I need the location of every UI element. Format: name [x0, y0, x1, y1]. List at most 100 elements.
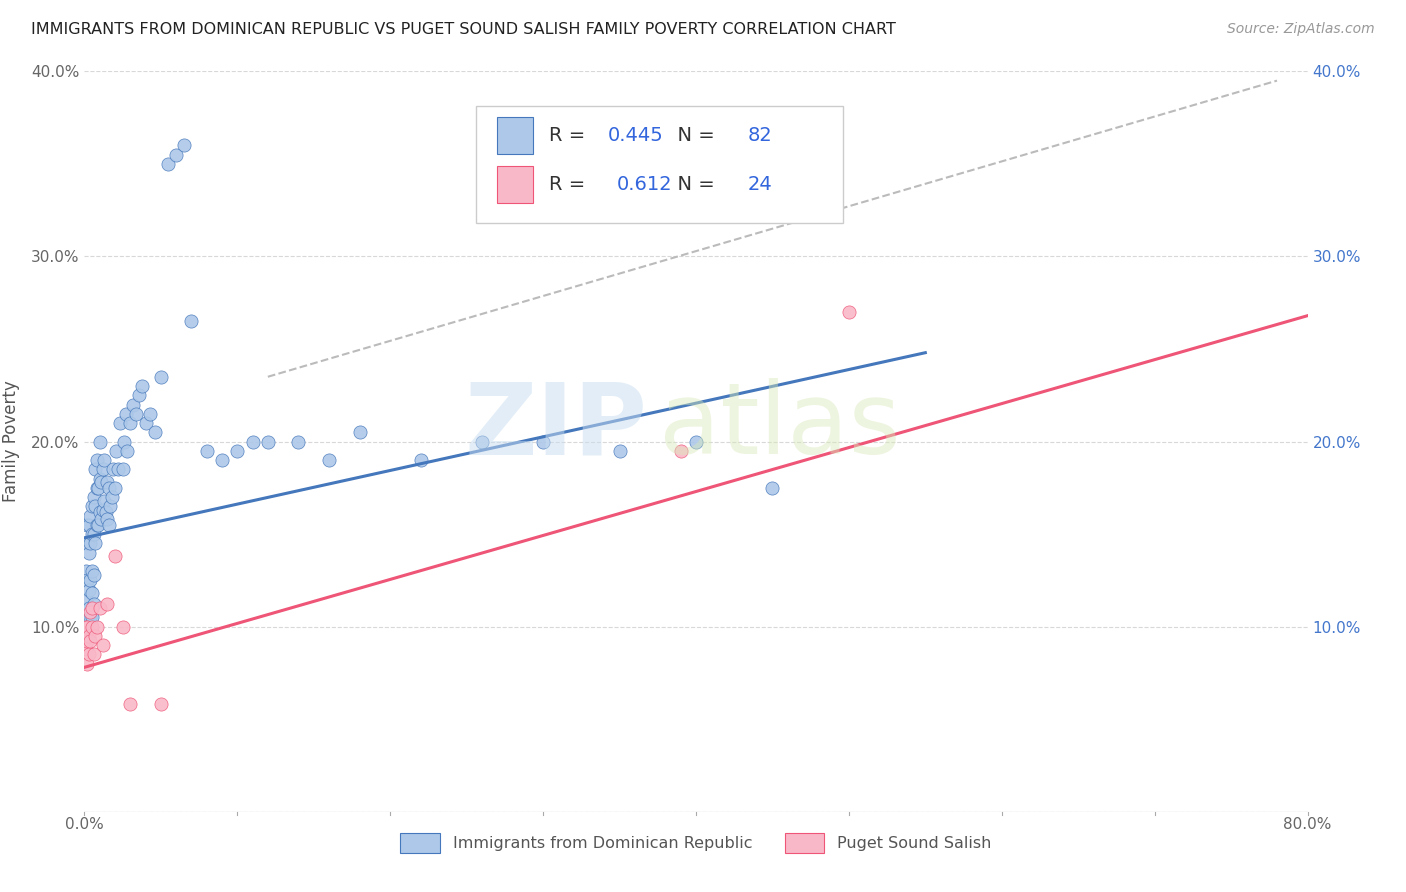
Point	[318, 453, 340, 467]
Point	[83, 648, 105, 662]
Point	[84, 500, 107, 514]
Point	[83, 527, 105, 541]
Point	[173, 138, 195, 153]
Point	[86, 453, 108, 467]
Legend: Immigrants from Dominican Republic, Puget Sound Salish: Immigrants from Dominican Republic, Puge…	[394, 827, 998, 859]
Point	[79, 605, 101, 619]
Point	[86, 481, 108, 495]
Point	[87, 481, 110, 495]
Point	[105, 443, 128, 458]
Point	[84, 536, 107, 550]
Point	[76, 634, 98, 648]
Point	[77, 629, 100, 643]
Point	[90, 512, 112, 526]
Point	[149, 698, 172, 712]
Text: Source: ZipAtlas.com: Source: ZipAtlas.com	[1227, 22, 1375, 37]
Point	[75, 591, 97, 606]
Point	[195, 443, 218, 458]
Text: R =: R =	[550, 127, 592, 145]
Point	[157, 157, 180, 171]
Point	[77, 517, 100, 532]
Text: 0.445: 0.445	[607, 127, 664, 145]
Point	[76, 619, 98, 633]
Point	[131, 379, 153, 393]
Point	[76, 657, 98, 671]
Point	[211, 453, 233, 467]
Point	[96, 512, 118, 526]
Point	[87, 517, 110, 532]
Point	[128, 388, 150, 402]
Point	[669, 443, 692, 458]
Point	[838, 305, 860, 319]
Point	[143, 425, 166, 440]
Text: 82: 82	[748, 127, 772, 145]
Point	[115, 443, 138, 458]
Point	[471, 434, 494, 449]
Point	[80, 601, 103, 615]
Text: ZIP: ZIP	[464, 378, 647, 475]
Y-axis label: Family Poverty: Family Poverty	[1, 381, 20, 502]
Point	[242, 434, 264, 449]
Point	[79, 610, 101, 624]
Point	[75, 641, 97, 656]
Point	[149, 369, 172, 384]
Point	[98, 500, 121, 514]
Point	[122, 398, 145, 412]
FancyBboxPatch shape	[475, 106, 842, 223]
Point	[80, 500, 103, 514]
Point	[80, 586, 103, 600]
Point	[77, 545, 100, 560]
Point	[685, 434, 707, 449]
Point	[77, 648, 100, 662]
Point	[83, 598, 105, 612]
Point	[77, 582, 100, 597]
Point	[103, 462, 125, 476]
Point	[89, 505, 111, 519]
Point	[76, 536, 98, 550]
Point	[287, 434, 309, 449]
Point	[96, 475, 118, 490]
Point	[609, 443, 631, 458]
Point	[84, 629, 107, 643]
Point	[104, 549, 127, 564]
Point	[86, 619, 108, 633]
Point	[108, 416, 131, 430]
Point	[101, 490, 124, 504]
Point	[96, 598, 118, 612]
FancyBboxPatch shape	[496, 117, 533, 154]
Point	[125, 407, 148, 421]
Text: IMMIGRANTS FROM DOMINICAN REPUBLIC VS PUGET SOUND SALISH FAMILY POVERTY CORRELAT: IMMIGRANTS FROM DOMINICAN REPUBLIC VS PU…	[31, 22, 896, 37]
Point	[107, 462, 129, 476]
Point	[93, 493, 115, 508]
Text: 0.612: 0.612	[616, 175, 672, 194]
Point	[120, 416, 142, 430]
FancyBboxPatch shape	[496, 166, 533, 203]
Point	[180, 314, 202, 328]
Point	[135, 416, 157, 430]
Point	[91, 503, 114, 517]
Point	[349, 425, 371, 440]
Point	[90, 475, 112, 490]
Point	[76, 517, 98, 532]
Point	[226, 443, 249, 458]
Text: R =: R =	[550, 175, 598, 194]
Point	[114, 407, 136, 421]
Point	[104, 481, 127, 495]
Point	[80, 610, 103, 624]
Point	[257, 434, 280, 449]
Point	[94, 505, 117, 519]
Text: N =: N =	[665, 175, 721, 194]
Point	[111, 462, 134, 476]
Point	[761, 481, 783, 495]
Point	[97, 517, 120, 532]
Point	[75, 629, 97, 643]
Point	[80, 527, 103, 541]
Point	[79, 508, 101, 523]
Point	[83, 567, 105, 582]
Point	[84, 462, 107, 476]
Point	[75, 564, 97, 578]
Point	[86, 517, 108, 532]
Point	[75, 619, 97, 633]
Point	[91, 462, 114, 476]
Point	[77, 601, 100, 615]
